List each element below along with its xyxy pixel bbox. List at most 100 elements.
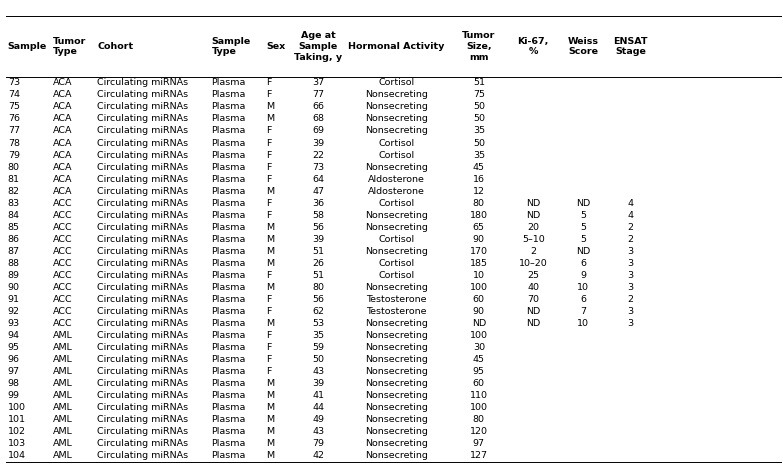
Text: ACC: ACC — [52, 271, 72, 280]
Text: 41: 41 — [312, 391, 324, 400]
Text: 12: 12 — [473, 186, 485, 196]
Text: 60: 60 — [473, 379, 485, 388]
Text: M: M — [266, 415, 274, 424]
Text: M: M — [266, 283, 274, 292]
Text: 43: 43 — [312, 367, 324, 376]
Text: 97: 97 — [473, 439, 485, 448]
Text: Circulating miRNAs: Circulating miRNAs — [97, 271, 188, 280]
Text: Weiss
Score: Weiss Score — [568, 37, 598, 56]
Text: Circulating miRNAs: Circulating miRNAs — [97, 235, 188, 244]
Text: 20: 20 — [527, 223, 539, 232]
Text: 53: 53 — [312, 319, 324, 328]
Text: Sample: Sample — [8, 42, 47, 51]
Text: Plasma: Plasma — [211, 307, 246, 316]
Text: 73: 73 — [8, 78, 20, 88]
Text: 40: 40 — [527, 283, 539, 292]
Text: Sex: Sex — [266, 42, 286, 51]
Text: Plasma: Plasma — [211, 163, 246, 171]
Text: 35: 35 — [473, 126, 485, 136]
Text: F: F — [266, 307, 272, 316]
Text: Circulating miRNAs: Circulating miRNAs — [97, 175, 188, 184]
Text: ACA: ACA — [52, 78, 72, 88]
Text: ACA: ACA — [52, 126, 72, 136]
Text: 3: 3 — [627, 283, 633, 292]
Text: Nonsecreting: Nonsecreting — [365, 247, 428, 256]
Text: Plasma: Plasma — [211, 427, 246, 436]
Text: 80: 80 — [473, 415, 485, 424]
Text: AML: AML — [52, 391, 72, 400]
Text: Cohort: Cohort — [97, 42, 133, 51]
Text: 3: 3 — [627, 307, 633, 316]
Text: 92: 92 — [8, 307, 20, 316]
Text: 180: 180 — [470, 211, 488, 219]
Text: ACC: ACC — [52, 247, 72, 256]
Text: Circulating miRNAs: Circulating miRNAs — [97, 199, 188, 208]
Text: 22: 22 — [312, 151, 324, 159]
Text: 100: 100 — [470, 403, 488, 412]
Text: ACC: ACC — [52, 223, 72, 232]
Text: M: M — [266, 379, 274, 388]
Text: Circulating miRNAs: Circulating miRNAs — [97, 90, 188, 99]
Text: Testosterone: Testosterone — [366, 295, 427, 304]
Text: ACA: ACA — [52, 175, 72, 184]
Text: 120: 120 — [470, 427, 488, 436]
Text: Nonsecreting: Nonsecreting — [365, 427, 428, 436]
Text: 42: 42 — [312, 451, 324, 460]
Text: AML: AML — [52, 379, 72, 388]
Text: Cortisol: Cortisol — [378, 199, 415, 208]
Text: F: F — [266, 126, 272, 136]
Text: 86: 86 — [8, 235, 20, 244]
Text: Testosterone: Testosterone — [366, 307, 427, 316]
Text: Plasma: Plasma — [211, 319, 246, 328]
Text: 50: 50 — [473, 138, 485, 148]
Text: 5–10: 5–10 — [521, 235, 545, 244]
Text: Nonsecreting: Nonsecreting — [365, 355, 428, 364]
Text: 80: 80 — [8, 163, 20, 171]
Text: ACA: ACA — [52, 163, 72, 171]
Text: Circulating miRNAs: Circulating miRNAs — [97, 186, 188, 196]
Text: 94: 94 — [8, 331, 20, 340]
Text: Circulating miRNAs: Circulating miRNAs — [97, 307, 188, 316]
Text: AML: AML — [52, 451, 72, 460]
Text: Circulating miRNAs: Circulating miRNAs — [97, 415, 188, 424]
Text: Circulating miRNAs: Circulating miRNAs — [97, 331, 188, 340]
Text: 110: 110 — [470, 391, 488, 400]
Text: 96: 96 — [8, 355, 20, 364]
Text: M: M — [266, 319, 274, 328]
Text: Circulating miRNAs: Circulating miRNAs — [97, 391, 188, 400]
Text: Sample
Type: Sample Type — [211, 37, 251, 56]
Text: ND: ND — [526, 319, 540, 328]
Text: Plasma: Plasma — [211, 126, 246, 136]
Text: 5: 5 — [580, 235, 586, 244]
Text: 99: 99 — [8, 391, 20, 400]
Text: M: M — [266, 439, 274, 448]
Text: Circulating miRNAs: Circulating miRNAs — [97, 103, 188, 111]
Text: 50: 50 — [473, 103, 485, 111]
Text: Age at
Sample
Taking, y: Age at Sample Taking, y — [294, 31, 342, 62]
Text: 35: 35 — [312, 331, 324, 340]
Text: ACC: ACC — [52, 307, 72, 316]
Text: 35: 35 — [473, 151, 485, 159]
Text: 91: 91 — [8, 295, 20, 304]
Text: F: F — [266, 355, 272, 364]
Text: Circulating miRNAs: Circulating miRNAs — [97, 379, 188, 388]
Text: Nonsecreting: Nonsecreting — [365, 103, 428, 111]
Text: 59: 59 — [312, 343, 324, 352]
Text: 16: 16 — [473, 175, 485, 184]
Text: Cortisol: Cortisol — [378, 235, 415, 244]
Text: 2: 2 — [530, 247, 536, 256]
Text: 102: 102 — [8, 427, 26, 436]
Text: ND: ND — [576, 199, 590, 208]
Text: 30: 30 — [473, 343, 485, 352]
Text: 10: 10 — [577, 283, 589, 292]
Text: 73: 73 — [312, 163, 324, 171]
Text: Nonsecreting: Nonsecreting — [365, 451, 428, 460]
Text: 97: 97 — [8, 367, 20, 376]
Text: Plasma: Plasma — [211, 391, 246, 400]
Text: AML: AML — [52, 331, 72, 340]
Text: Plasma: Plasma — [211, 403, 246, 412]
Text: 89: 89 — [8, 271, 20, 280]
Text: 47: 47 — [312, 186, 324, 196]
Text: Circulating miRNAs: Circulating miRNAs — [97, 115, 188, 123]
Text: 87: 87 — [8, 247, 20, 256]
